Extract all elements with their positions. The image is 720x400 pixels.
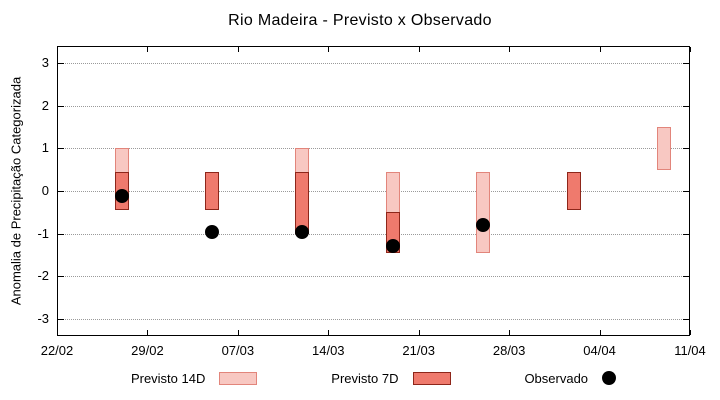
y-gridline <box>57 276 690 278</box>
y-tick-mark <box>58 63 64 65</box>
y-tick-mark <box>683 318 689 320</box>
x-tick-mark <box>690 47 691 52</box>
legend-entry-previsto-7d: Previsto 7D <box>331 370 451 386</box>
y-gridline <box>57 105 690 107</box>
y-tick-label: 3 <box>41 55 49 71</box>
plot-border <box>57 46 690 336</box>
y-tick-mark <box>683 63 689 65</box>
observado-dot <box>476 218 491 233</box>
bar-previsto-14d <box>657 127 672 170</box>
x-tick-mark <box>509 47 511 52</box>
x-tick-label: 04/04 <box>583 343 616 358</box>
observado-dot <box>205 224 220 239</box>
observado-dot <box>295 224 310 239</box>
y-tick-mark <box>58 148 64 150</box>
legend-label-previsto-7d: Previsto 7D <box>331 370 399 386</box>
y-tick-label: -3 <box>37 310 49 326</box>
x-tick-mark <box>328 330 330 335</box>
x-tick-mark <box>418 47 420 52</box>
x-tick-mark <box>328 47 330 52</box>
x-tick-label: 29/02 <box>131 343 164 358</box>
x-tick-mark <box>147 330 149 335</box>
observado-dot <box>114 189 129 204</box>
y-gridline <box>57 148 690 150</box>
y-tick-mark <box>58 233 64 235</box>
y-tick-mark <box>683 276 689 278</box>
x-tick-label: 11/04 <box>674 343 706 358</box>
y-gridline <box>57 318 690 320</box>
x-tick-mark <box>147 47 149 52</box>
legend-entry-observado: Observado <box>524 370 617 386</box>
chart-title: Rio Madeira - Previsto x Observado <box>228 12 492 29</box>
chart-legend: Previsto 14D Previsto 7D Observado <box>57 364 690 392</box>
x-tick-mark <box>690 330 691 335</box>
x-tick-mark <box>418 330 420 335</box>
x-tick-mark <box>237 330 239 335</box>
legend-swatch-previsto-14d-icon <box>219 371 258 385</box>
y-tick-label: -2 <box>37 268 49 284</box>
x-tick-label: 21/03 <box>402 343 435 358</box>
x-tick-label: 07/03 <box>221 343 255 358</box>
observado-dot <box>385 239 400 254</box>
bar-previsto-14d <box>476 171 491 253</box>
y-tick-mark <box>58 276 64 278</box>
x-tick-label: 14/03 <box>312 343 345 358</box>
x-tick-label: 22/02 <box>40 343 74 358</box>
bar-previsto-7d <box>566 171 581 211</box>
y-gridline <box>57 63 690 65</box>
y-gridline <box>57 233 690 235</box>
y-gridline <box>57 191 690 192</box>
y-tick-mark <box>58 318 64 320</box>
legend-entry-previsto-14d: Previsto 14D <box>130 370 258 386</box>
y-tick-mark <box>58 191 64 192</box>
y-tick-mark <box>683 105 689 107</box>
y-tick-label: 2 <box>41 97 49 113</box>
y-tick-mark <box>683 233 689 235</box>
y-tick-label: 1 <box>41 140 49 156</box>
x-tick-label: 28/03 <box>492 343 526 358</box>
legend-label-previsto-14d: Previsto 14D <box>130 370 206 386</box>
x-tick-mark <box>509 330 511 335</box>
legend-label-observado: Observado <box>524 370 589 386</box>
y-tick-label: -1 <box>37 225 49 241</box>
y-tick-mark <box>58 105 64 107</box>
bar-previsto-7d <box>205 171 220 211</box>
legend-swatch-previsto-7d-icon <box>412 371 451 385</box>
x-tick-mark <box>237 47 239 52</box>
y-tick-mark <box>683 191 689 192</box>
y-tick-mark <box>683 148 689 150</box>
x-tick-mark <box>599 330 601 335</box>
y-tick-label: 0 <box>41 183 49 198</box>
legend-dot-observado-icon <box>602 371 617 385</box>
x-tick-mark <box>599 47 601 52</box>
